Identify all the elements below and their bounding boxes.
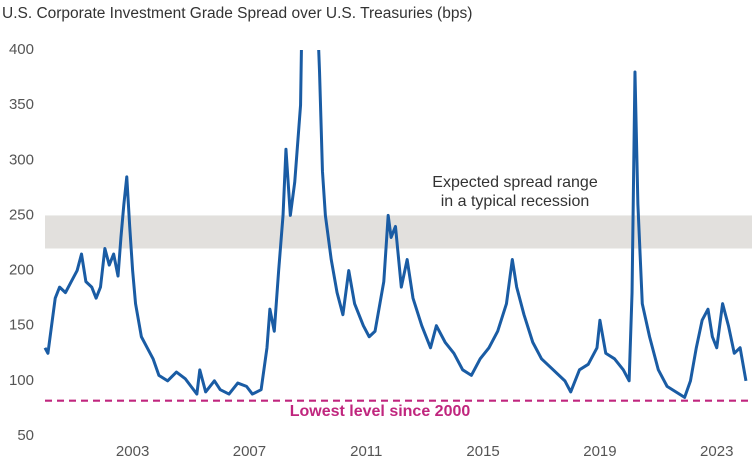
plot-area <box>43 50 748 399</box>
min-line-label: Lowest level since 2000 <box>290 403 471 420</box>
x-tick-label: 2019 <box>583 443 616 460</box>
y-tick-label: 400 <box>9 41 34 58</box>
band-label: in a typical recession <box>441 193 590 210</box>
spread-line <box>43 50 748 399</box>
y-tick-label: 100 <box>9 372 34 389</box>
x-tick-label: 2003 <box>116 443 149 460</box>
x-tick-label: 2023 <box>700 443 733 460</box>
y-tick-label: 50 <box>17 427 34 444</box>
x-tick-label: 2011 <box>350 443 382 460</box>
x-tick-label: 2007 <box>233 443 266 460</box>
y-tick-label: 350 <box>9 96 34 113</box>
y-tick-label: 300 <box>9 151 34 168</box>
y-tick-label: 150 <box>9 317 34 334</box>
band-label: Expected spread range <box>432 174 598 191</box>
y-tick-label: 250 <box>9 206 34 223</box>
chart-title: U.S. Corporate Investment Grade Spread o… <box>2 5 472 22</box>
x-tick-label: 2015 <box>466 443 499 460</box>
y-tick-label: 200 <box>9 262 34 279</box>
